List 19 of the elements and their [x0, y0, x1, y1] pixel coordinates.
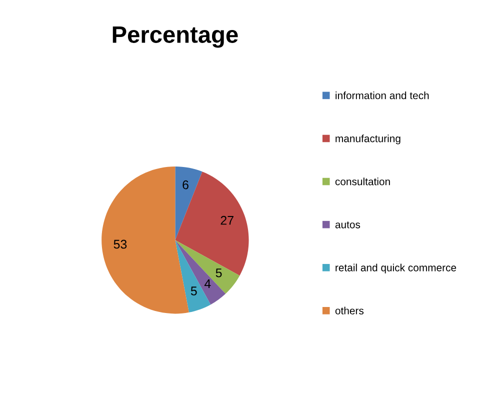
data-label: 4 [204, 279, 211, 288]
data-label: 5 [216, 268, 222, 278]
data-label: 27 [220, 216, 234, 225]
data-label: 53 [114, 240, 127, 249]
legend-label: consultation [335, 178, 390, 186]
data-label: 6 [182, 180, 188, 190]
legend-label: autos [335, 221, 360, 228]
pie-slice [175, 166, 202, 240]
pie-slice [102, 166, 189, 314]
pie-slice [175, 240, 226, 305]
legend-label: information and tech [336, 92, 429, 100]
chart-title: Percentage [112, 26, 238, 48]
legend-label: manufacturing [336, 134, 400, 144]
pie-slice [175, 240, 211, 312]
legend-label: others [335, 306, 364, 314]
data-label: 5 [190, 286, 197, 296]
legend-label: retail and quick commerce [336, 264, 456, 274]
pie-slice [175, 172, 249, 276]
pie-slice [175, 240, 240, 294]
